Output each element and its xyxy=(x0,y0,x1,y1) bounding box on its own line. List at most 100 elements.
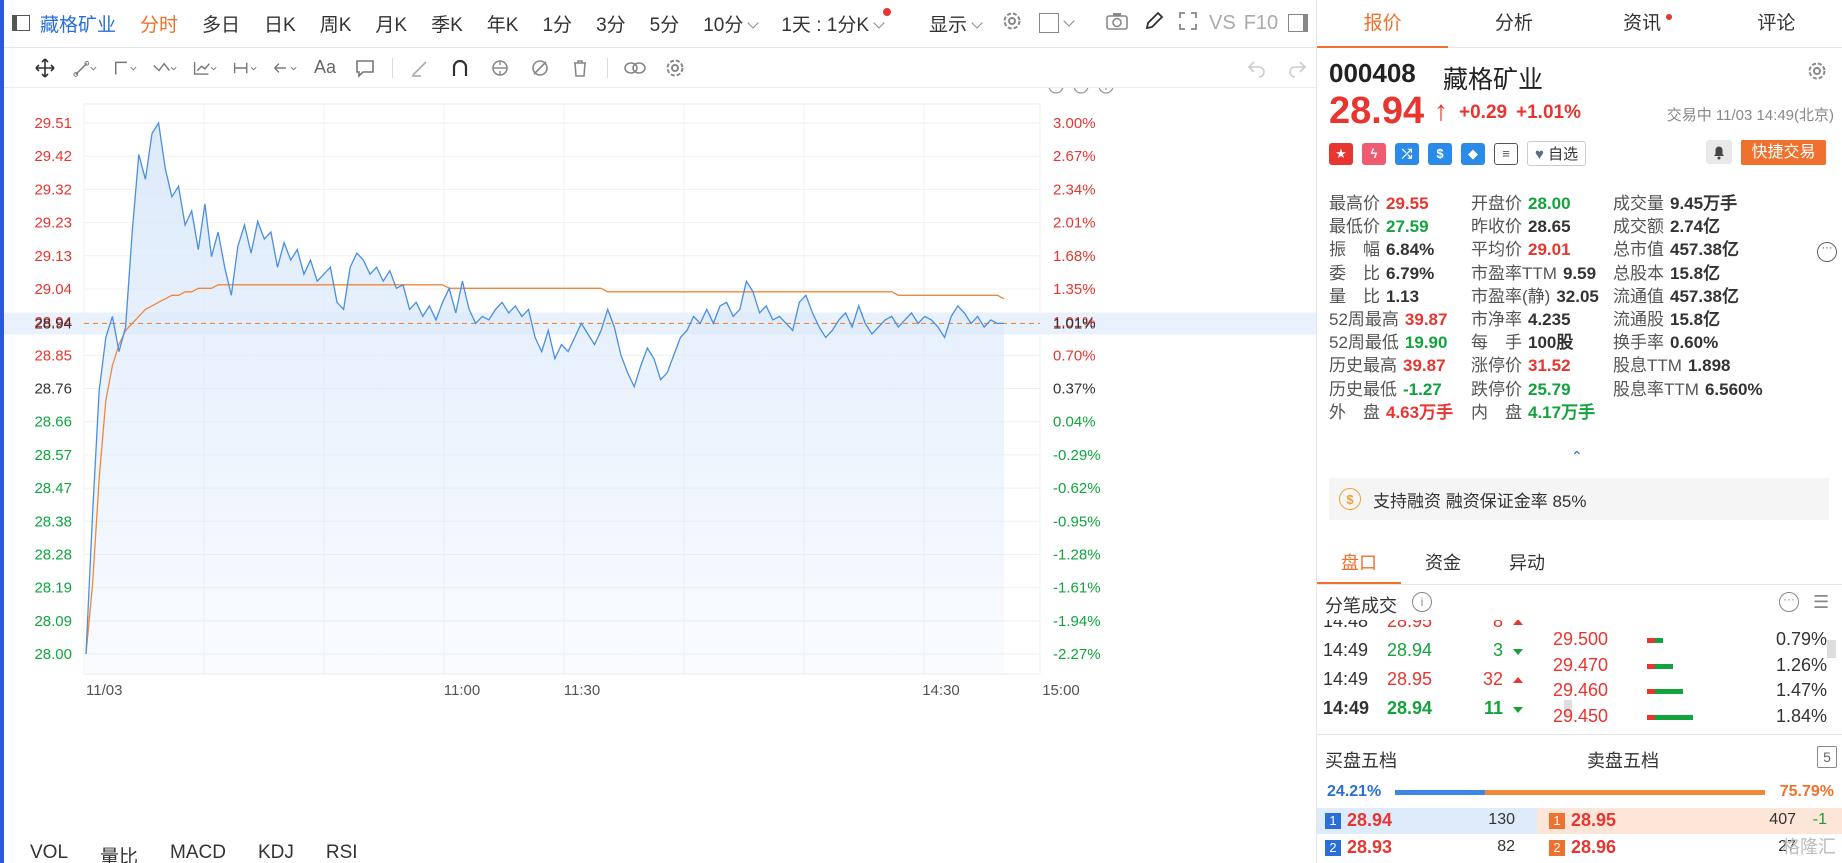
pencil-icon[interactable] xyxy=(1137,10,1171,38)
tab-monthly-k[interactable]: 月K xyxy=(375,15,408,36)
price-chart[interactable]: 29.51 29.42 29.32 29.23 29.13 29.04 28.94 28.85… xyxy=(4,88,1316,840)
market-cap-more-icon[interactable]: ··· xyxy=(1817,242,1837,262)
list-view-icon[interactable]: ☰ xyxy=(1813,592,1830,612)
china-flag-icon[interactable]: ★ xyxy=(1329,142,1353,165)
link-icon[interactable] xyxy=(622,56,648,80)
stat-item: 委 比 6.79% xyxy=(1329,259,1434,284)
line-tool-icon[interactable] xyxy=(72,56,98,80)
subtab-capital[interactable]: 资金 xyxy=(1425,553,1461,573)
sync-icon[interactable] xyxy=(487,56,513,80)
tab-weekly-k[interactable]: 周K xyxy=(319,15,352,36)
zoom-in-icon[interactable] xyxy=(1098,88,1114,94)
watchlist-button[interactable]: ♥ 自选 xyxy=(1527,141,1587,166)
tab-analysis[interactable]: 分析 xyxy=(1494,13,1533,34)
indicator-macd[interactable]: MACD xyxy=(170,842,226,863)
quote-settings-icon[interactable] xyxy=(1806,60,1828,87)
stat-item: 52周最低 19.90 xyxy=(1329,328,1447,353)
alert-bell-icon[interactable] xyxy=(1706,140,1732,164)
sidebar-toggle-icon[interactable] xyxy=(4,13,38,35)
bid-level-row[interactable]: 2 28.93 82 xyxy=(1317,835,1537,861)
subtab-movement[interactable]: 异动 xyxy=(1509,553,1545,573)
collapse-chevron-icon[interactable]: ⌃ xyxy=(1571,448,1583,464)
comment-tool-icon[interactable] xyxy=(352,56,378,80)
stock-name: 藏格矿业 xyxy=(1443,66,1544,94)
measure-tool-icon[interactable] xyxy=(232,56,258,80)
vs-compare-button[interactable]: VS xyxy=(1209,12,1236,34)
indicator-kdj[interactable]: KDJ xyxy=(258,842,294,863)
tab-yearly-k[interactable]: 年K xyxy=(486,15,519,36)
display-dropdown[interactable]: 显示 xyxy=(917,10,993,37)
level-bar xyxy=(1647,663,1673,669)
stat-value: 1.13 xyxy=(1386,286,1420,306)
panel-toggle-icon[interactable] xyxy=(1282,13,1314,35)
hide-icon[interactable] xyxy=(527,56,553,80)
x-tick: 15:00 xyxy=(1042,682,1080,699)
price-line xyxy=(85,121,1004,655)
undo-icon[interactable] xyxy=(1244,56,1270,80)
shuffle-icon[interactable]: ⤮ xyxy=(1395,142,1419,165)
tab-10min[interactable]: 10分 xyxy=(691,10,769,37)
tab-multiday[interactable]: 多日 xyxy=(202,15,241,36)
camera-icon[interactable] xyxy=(1081,11,1137,37)
ask-level-row[interactable]: 2 28.96 27 xyxy=(1537,835,1842,861)
note-icon[interactable]: ≡ xyxy=(1494,142,1518,165)
period-selector[interactable]: 1天 : 1分K xyxy=(769,8,895,37)
layout-checkbox-icon[interactable] xyxy=(1031,13,1081,35)
tab-3min[interactable]: 3分 xyxy=(596,15,626,36)
dollar-icon[interactable]: $ xyxy=(1428,142,1452,165)
chart-panel: 藏格矿业 分时 多日 日K 周K 月K 季K 年K 1分 3分 5分 10分 1… xyxy=(0,0,1316,863)
fullscreen-icon[interactable] xyxy=(1171,10,1205,38)
margin-info: $ 支持融资 融资保证金率 85% xyxy=(1329,478,1829,520)
levels-scrollbar[interactable] xyxy=(1827,640,1836,658)
tag-icon[interactable]: ◆ xyxy=(1461,142,1485,165)
indicator-vol[interactable]: VOL xyxy=(30,842,69,863)
tab-1min[interactable]: 1分 xyxy=(542,15,573,36)
indicator-volume-ratio[interactable]: 量比 xyxy=(100,847,139,863)
tab-daily-k[interactable]: 日K xyxy=(264,15,296,36)
hot-icon[interactable]: ϟ xyxy=(1362,142,1386,165)
text-tool-icon[interactable]: Aa xyxy=(313,57,337,77)
magnet-icon[interactable] xyxy=(447,56,473,80)
bid-ask-ratio-bar xyxy=(1395,790,1765,795)
tab-comments[interactable]: 评论 xyxy=(1757,13,1796,34)
draw-settings-icon[interactable] xyxy=(662,56,688,80)
tab-5min[interactable]: 5分 xyxy=(649,15,680,36)
quote-tabs: 报价 分析 资讯 评论 xyxy=(1317,0,1842,48)
tick-price: 28.94 xyxy=(1387,698,1433,718)
more-icon[interactable]: ··· xyxy=(1779,592,1799,612)
bid-level-index: 1 xyxy=(1325,813,1341,829)
sub-tabs: 盘口 资金 异动 xyxy=(1317,544,1842,585)
wave-tool-icon[interactable] xyxy=(152,56,178,80)
move-tool-icon[interactable] xyxy=(32,56,58,80)
zoom-out-icon[interactable] xyxy=(1073,88,1089,94)
info-icon[interactable]: i xyxy=(1412,592,1432,612)
current-pct-tick: 1.01% xyxy=(1053,315,1096,332)
indicator-rsi[interactable]: RSI xyxy=(325,842,358,863)
arrow-tool-icon[interactable] xyxy=(272,56,298,80)
y-price-tick: 28.66 xyxy=(34,414,72,431)
ray-tool-icon[interactable] xyxy=(112,56,138,80)
trash-icon[interactable] xyxy=(567,56,593,80)
ticks-scrollbar[interactable] xyxy=(1564,700,1572,716)
fib-tool-icon[interactable] xyxy=(192,56,218,80)
tab-quote[interactable]: 报价 xyxy=(1317,0,1449,48)
f10-button[interactable]: F10 xyxy=(1243,12,1279,34)
redo-icon[interactable] xyxy=(1284,56,1310,80)
stat-label: 流通值 xyxy=(1613,286,1664,306)
bid-level-row[interactable]: 1 28.94 130 xyxy=(1317,808,1537,834)
tick-down-icon xyxy=(1513,649,1523,655)
ask-level-row[interactable]: 1 28.95 407 -1 xyxy=(1537,808,1842,834)
stat-label: 最低价 xyxy=(1329,217,1380,237)
quick-trade-button[interactable]: 快捷交易 xyxy=(1741,140,1826,165)
depth-count-badge[interactable]: 5 xyxy=(1817,746,1837,768)
tab-quarterly-k[interactable]: 季K xyxy=(431,15,463,36)
subtab-orderbook[interactable]: 盘口 xyxy=(1317,544,1401,584)
tab-news[interactable]: 资讯 xyxy=(1580,0,1711,47)
tab-fenshi[interactable]: 分时 xyxy=(140,15,179,36)
stat-value: 2.74亿 xyxy=(1670,217,1721,237)
stat-label: 平均价 xyxy=(1471,240,1522,260)
settings-icon[interactable] xyxy=(993,10,1031,38)
reset-zoom-icon[interactable] xyxy=(1048,88,1064,94)
stock-name-link[interactable]: 藏格矿业 xyxy=(40,15,117,36)
brush-tool-icon[interactable] xyxy=(407,56,433,80)
